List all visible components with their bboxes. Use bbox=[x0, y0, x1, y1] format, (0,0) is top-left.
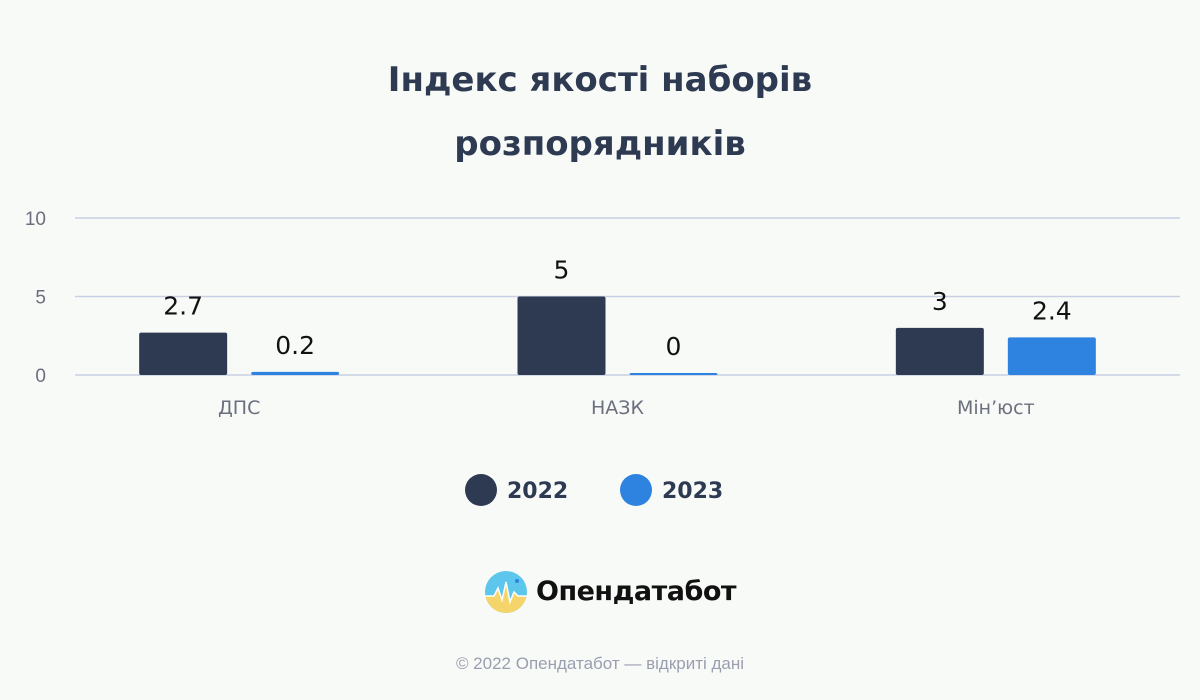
data-label-2023-0: 0.2 bbox=[275, 331, 315, 360]
x-tick-label-1: НАЗК bbox=[591, 397, 644, 419]
chart-title-line-2: розпорядників bbox=[454, 124, 746, 164]
bar-2023-2 bbox=[1007, 337, 1096, 375]
y-tick-label-0: 0 bbox=[35, 366, 46, 387]
legend-swatch-2022 bbox=[465, 474, 497, 506]
legend-label-2022: 2022 bbox=[507, 479, 569, 504]
data-label-2022-2: 3 bbox=[932, 287, 948, 316]
data-label-2023-1: 0 bbox=[666, 332, 682, 361]
bar-2022-0 bbox=[139, 332, 228, 375]
data-label-2022-0: 2.7 bbox=[163, 292, 203, 321]
x-tick-label-2: Мін’юст bbox=[957, 397, 1035, 419]
bar-chart: 0 5 10 2.7 0.2 ДПС 5 0 НАЗК 3 2.4 Мін’юст bbox=[25, 209, 1180, 419]
footer-copyright: © 2022 Опендатабот — відкриті дані bbox=[455, 654, 745, 673]
opendatabot-logo-text: Опендатабот bbox=[536, 576, 737, 607]
data-label-2022-1: 5 bbox=[554, 256, 570, 285]
x-tick-label-0: ДПС bbox=[218, 397, 260, 419]
legend-label-2023: 2023 bbox=[662, 479, 724, 504]
chart-legend: 2022 2023 bbox=[0, 472, 1200, 508]
data-label-2023-2: 2.4 bbox=[1032, 296, 1072, 325]
bar-2023-1 bbox=[629, 373, 718, 375]
chart-title-line-1: Індекс якості наборів bbox=[387, 60, 813, 100]
legend-swatch-2023 bbox=[620, 474, 652, 506]
y-tick-label-10: 10 bbox=[25, 209, 46, 230]
opendatabot-logo-icon bbox=[485, 571, 527, 613]
bar-2022-2 bbox=[895, 327, 984, 375]
bar-2023-0 bbox=[251, 371, 340, 375]
bar-2022-1 bbox=[517, 296, 606, 375]
chart-title: Індекс якості наборів розпорядників bbox=[0, 48, 1200, 176]
y-tick-label-5: 5 bbox=[35, 288, 46, 309]
